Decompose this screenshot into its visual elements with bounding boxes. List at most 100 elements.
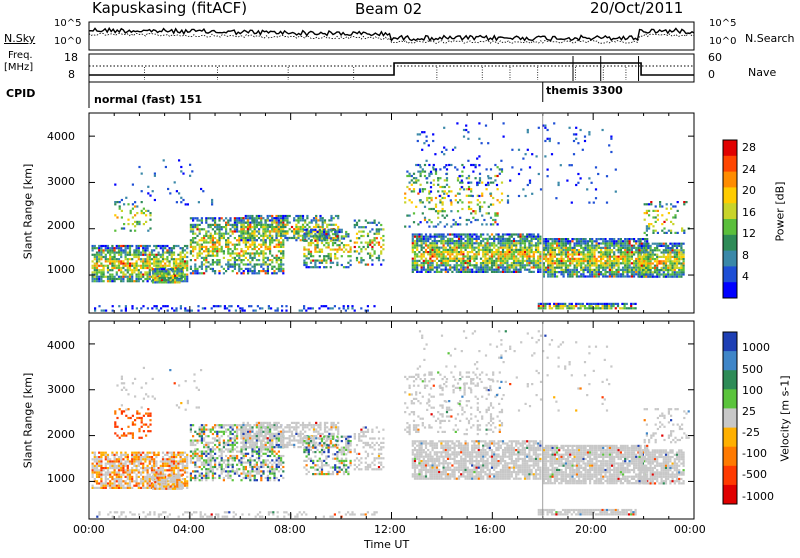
cell — [131, 274, 133, 276]
cell — [161, 275, 163, 277]
cell — [149, 256, 151, 258]
cell — [672, 223, 674, 225]
cell — [163, 270, 165, 272]
cell — [211, 307, 213, 309]
cell — [321, 240, 323, 242]
cell — [658, 262, 660, 264]
cell — [587, 275, 589, 277]
cell — [158, 452, 160, 454]
cell — [271, 224, 273, 226]
cell — [555, 197, 557, 199]
cell — [147, 192, 149, 194]
cell — [537, 236, 539, 238]
cell — [518, 173, 520, 175]
cell — [469, 240, 471, 242]
cell — [207, 217, 209, 219]
cell — [303, 235, 305, 237]
cell — [646, 210, 648, 212]
cell — [560, 305, 562, 307]
cell — [656, 265, 658, 267]
cell — [273, 222, 275, 224]
cell — [94, 465, 96, 467]
cell — [676, 243, 678, 245]
cell — [122, 471, 124, 473]
cell — [494, 164, 496, 166]
cell — [554, 247, 556, 249]
cell — [136, 265, 138, 267]
cell — [461, 182, 463, 184]
cell — [418, 255, 420, 257]
cell — [526, 233, 528, 235]
cell — [654, 267, 656, 269]
cell — [446, 193, 448, 195]
cell — [144, 263, 146, 265]
cell — [127, 278, 129, 280]
cell — [465, 262, 467, 264]
cell — [650, 265, 652, 267]
cell — [480, 242, 482, 244]
cell — [591, 182, 593, 184]
cell — [218, 272, 220, 274]
cell — [235, 310, 237, 312]
cell — [484, 266, 486, 268]
cell — [652, 251, 654, 253]
cell — [360, 235, 362, 237]
cell — [138, 487, 140, 489]
cell — [196, 219, 198, 221]
cell — [412, 262, 414, 264]
cell — [626, 245, 628, 247]
cell — [467, 182, 469, 184]
cell — [509, 258, 511, 260]
cell — [339, 231, 341, 233]
cell — [162, 245, 164, 247]
cell — [589, 264, 591, 266]
cell — [482, 262, 484, 264]
cell — [643, 245, 645, 247]
cell — [599, 307, 601, 309]
cell — [184, 263, 186, 265]
cell — [440, 253, 442, 255]
cell — [455, 223, 457, 225]
cell — [531, 153, 533, 155]
cell — [269, 250, 271, 252]
cell — [535, 262, 537, 264]
cell — [560, 164, 562, 166]
cell — [597, 303, 599, 305]
cell — [321, 262, 323, 264]
cell — [473, 266, 475, 268]
cell — [433, 184, 435, 186]
cell — [111, 256, 113, 258]
cell — [641, 265, 643, 267]
cell — [669, 276, 671, 278]
cell — [611, 256, 613, 258]
cell — [604, 249, 606, 251]
cell — [511, 149, 513, 151]
cell — [639, 276, 641, 278]
cell — [302, 219, 304, 221]
cell — [565, 249, 567, 251]
cell — [650, 276, 652, 278]
cell — [575, 303, 577, 305]
cell — [221, 235, 223, 237]
cell — [602, 240, 604, 242]
cell — [149, 258, 151, 260]
cell — [267, 230, 269, 232]
cell — [424, 175, 426, 177]
cell — [645, 249, 647, 251]
cell — [596, 249, 598, 251]
cell — [164, 265, 166, 267]
status-panels — [89, 28, 694, 81]
cell — [273, 230, 275, 232]
cell — [416, 236, 418, 238]
cell — [658, 256, 660, 258]
cell — [607, 245, 609, 247]
cell — [610, 307, 612, 309]
cell — [100, 474, 102, 476]
cell — [284, 224, 286, 226]
cell — [447, 253, 449, 255]
cell — [234, 237, 236, 239]
cell — [249, 270, 251, 272]
cell — [454, 166, 456, 168]
cell — [140, 307, 142, 309]
cell — [456, 169, 458, 171]
